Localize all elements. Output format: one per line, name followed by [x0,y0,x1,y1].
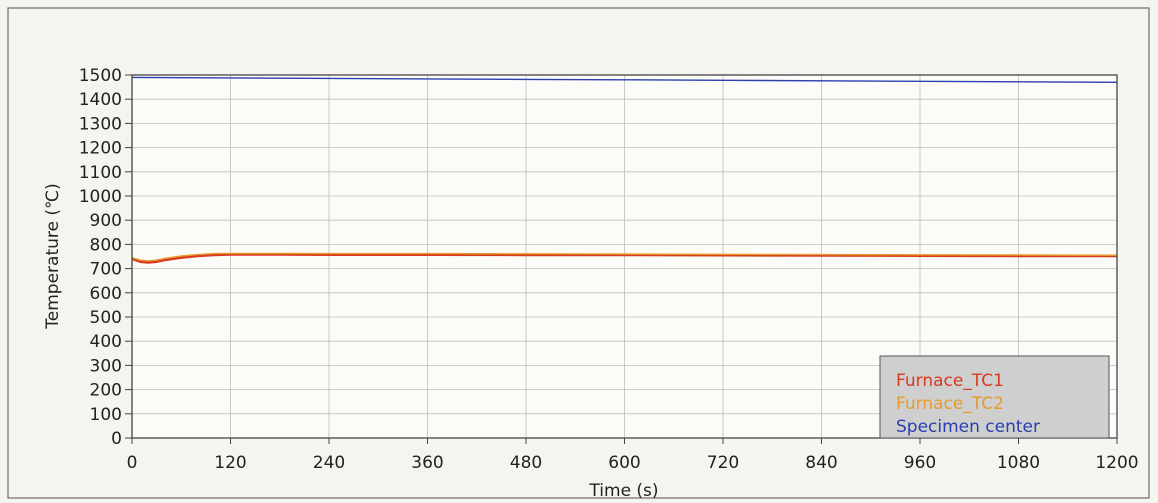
x-tick-label: 240 [313,453,345,473]
y-tick-label: 0 [111,429,122,449]
y-tick-label: 1200 [79,139,122,159]
series-line-specimen-center [131,76,1118,83]
x-tick-label: 1200 [1095,453,1138,473]
y-tick-label: 1000 [79,187,122,207]
x-tick-label: 600 [608,453,640,473]
x-tick-label: 360 [411,453,443,473]
y-tick-label: 400 [90,332,122,352]
outer-frame [7,7,1150,499]
series-line-furnace-tc2 [131,252,1118,262]
legend: Furnace_TC1 Furnace_TC2 Specimen center [879,355,1110,439]
y-tick-label: 500 [90,308,122,328]
y-tick-label: 800 [90,235,122,255]
legend-entry-furnace-tc1: Furnace_TC1 [896,371,1004,391]
x-tick-label: 1080 [997,453,1040,473]
x-tick-label: 480 [510,453,542,473]
axes [125,74,1118,444]
legend-box [879,355,1110,439]
legend-entry-specimen-center: Specimen center [896,417,1040,437]
series-layer [131,76,1118,264]
x-tick-label: 720 [707,453,739,473]
y-tick-label: 100 [90,405,122,425]
y-tick-label: 1100 [79,163,122,183]
y-tick-label: 1300 [79,114,122,134]
series-line-furnace-tc1 [131,253,1117,264]
y-axis-label: Temperature (℃) [43,183,63,329]
x-axis-label: Time (s) [588,481,658,501]
y-tick-label: 700 [90,260,122,280]
y-tick-label: 300 [90,356,122,376]
x-tick-label: 960 [904,453,936,473]
y-tick-label: 200 [90,381,122,401]
x-tick-label: 0 [127,453,138,473]
y-tick-label: 1500 [79,66,122,86]
plot-border [131,74,1118,439]
legend-entry-furnace-tc2: Furnace_TC2 [896,394,1004,414]
x-tick-label: 840 [805,453,837,473]
y-tick-label: 900 [90,211,122,231]
y-tick-label: 600 [90,284,122,304]
x-tick-label: 120 [214,453,246,473]
tick-labels: 0 120 240 360 480 600 720 840 960 1080 1200 0 100 200… [79,66,1139,473]
y-tick-label: 1400 [79,90,122,110]
